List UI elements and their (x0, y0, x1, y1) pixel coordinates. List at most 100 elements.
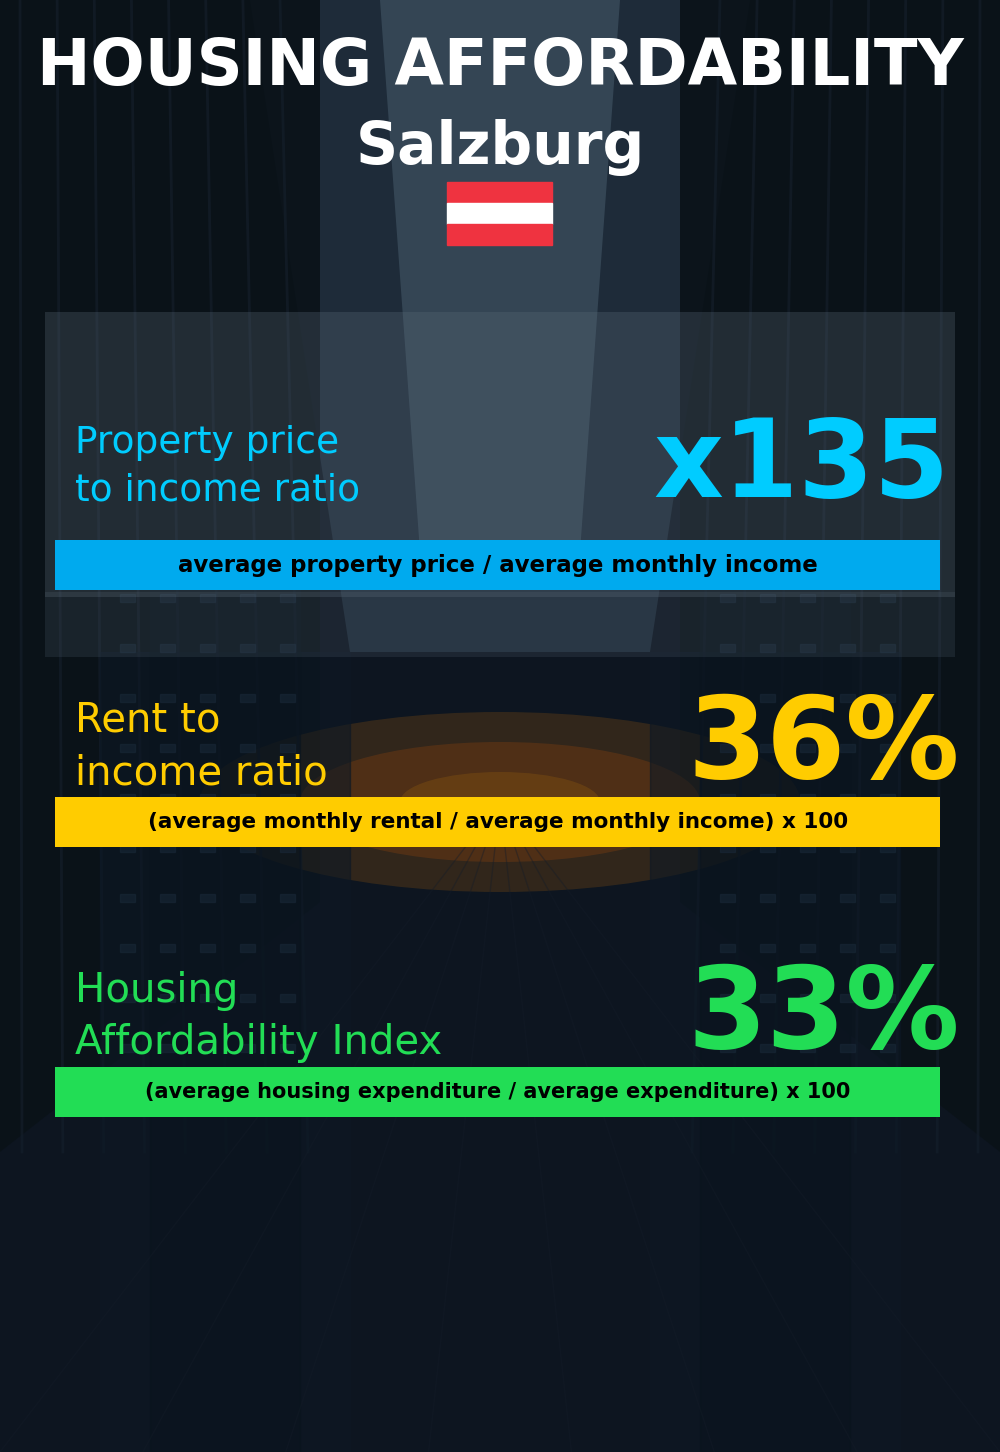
Bar (720, 544, 735, 552)
Bar (200, 645, 215, 652)
Bar (200, 995, 215, 1002)
Bar (120, 944, 135, 953)
Bar (880, 1093, 895, 1102)
Bar (120, 844, 135, 852)
Bar (760, 694, 775, 701)
Bar (120, 694, 135, 701)
Bar (160, 594, 175, 603)
Bar (160, 944, 175, 953)
Bar (160, 995, 175, 1002)
Bar (800, 594, 815, 603)
Ellipse shape (400, 772, 600, 832)
Text: (average monthly rental / average monthly income) x 100: (average monthly rental / average monthl… (148, 812, 848, 832)
FancyBboxPatch shape (55, 797, 940, 847)
Bar (760, 645, 775, 652)
Bar (120, 594, 135, 603)
Bar (840, 995, 855, 1002)
Bar (880, 1044, 895, 1053)
Bar (200, 794, 215, 802)
Bar (800, 645, 815, 652)
Bar (650, 652, 900, 1452)
Bar (200, 544, 215, 552)
Bar (880, 844, 895, 852)
Bar (760, 1093, 775, 1102)
Bar (880, 995, 895, 1002)
Bar (800, 743, 815, 752)
Bar (280, 894, 295, 902)
Bar (280, 1044, 295, 1053)
Bar (840, 944, 855, 953)
Bar (200, 594, 215, 603)
Bar (280, 594, 295, 603)
Text: average property price / average monthly income: average property price / average monthly… (178, 553, 818, 576)
Bar (840, 594, 855, 603)
FancyBboxPatch shape (45, 592, 955, 656)
Bar (760, 944, 775, 953)
Bar (880, 743, 895, 752)
Bar (120, 995, 135, 1002)
Bar (800, 844, 815, 852)
Bar (880, 544, 895, 552)
Bar (200, 844, 215, 852)
Bar (160, 645, 175, 652)
Bar (280, 944, 295, 953)
Polygon shape (380, 0, 620, 552)
Text: Salzburg: Salzburg (355, 119, 645, 176)
Bar (720, 1093, 735, 1102)
Bar (200, 894, 215, 902)
Bar (120, 1093, 135, 1102)
Bar (800, 794, 815, 802)
Bar (880, 794, 895, 802)
Bar (200, 1093, 215, 1102)
Bar (720, 894, 735, 902)
Bar (160, 694, 175, 701)
Bar (760, 894, 775, 902)
Bar (720, 645, 735, 652)
Text: (average housing expenditure / average expenditure) x 100: (average housing expenditure / average e… (145, 1082, 851, 1102)
Bar (240, 1044, 255, 1053)
Bar (240, 794, 255, 802)
Bar (760, 743, 775, 752)
Polygon shape (0, 0, 320, 1151)
FancyBboxPatch shape (55, 1067, 940, 1117)
Bar (160, 844, 175, 852)
Polygon shape (250, 0, 750, 652)
Bar (760, 844, 775, 852)
Bar (840, 1044, 855, 1053)
Text: 33%: 33% (688, 961, 960, 1073)
Bar (720, 944, 735, 953)
Bar (120, 794, 135, 802)
Bar (120, 743, 135, 752)
Bar (240, 544, 255, 552)
Bar (120, 1044, 135, 1053)
FancyBboxPatch shape (55, 540, 940, 590)
Bar (160, 894, 175, 902)
Bar (240, 743, 255, 752)
Bar (720, 1044, 735, 1053)
Text: Property price
to income ratio: Property price to income ratio (75, 425, 360, 508)
Polygon shape (680, 0, 1000, 1151)
Bar (840, 794, 855, 802)
Bar (280, 694, 295, 701)
Bar (720, 694, 735, 701)
Bar (280, 844, 295, 852)
Bar (280, 544, 295, 552)
Bar (240, 944, 255, 953)
Bar (280, 1093, 295, 1102)
Bar (800, 995, 815, 1002)
Bar (200, 944, 215, 953)
Bar (760, 544, 775, 552)
Bar (700, 552, 850, 1452)
Bar (880, 694, 895, 701)
Bar (200, 1044, 215, 1053)
Bar (760, 794, 775, 802)
Bar (160, 743, 175, 752)
Bar (447, 203, 552, 224)
Bar (280, 995, 295, 1002)
Bar (160, 794, 175, 802)
Bar (840, 743, 855, 752)
Bar (120, 544, 135, 552)
Bar (100, 652, 350, 1452)
Bar (840, 544, 855, 552)
Bar (200, 743, 215, 752)
